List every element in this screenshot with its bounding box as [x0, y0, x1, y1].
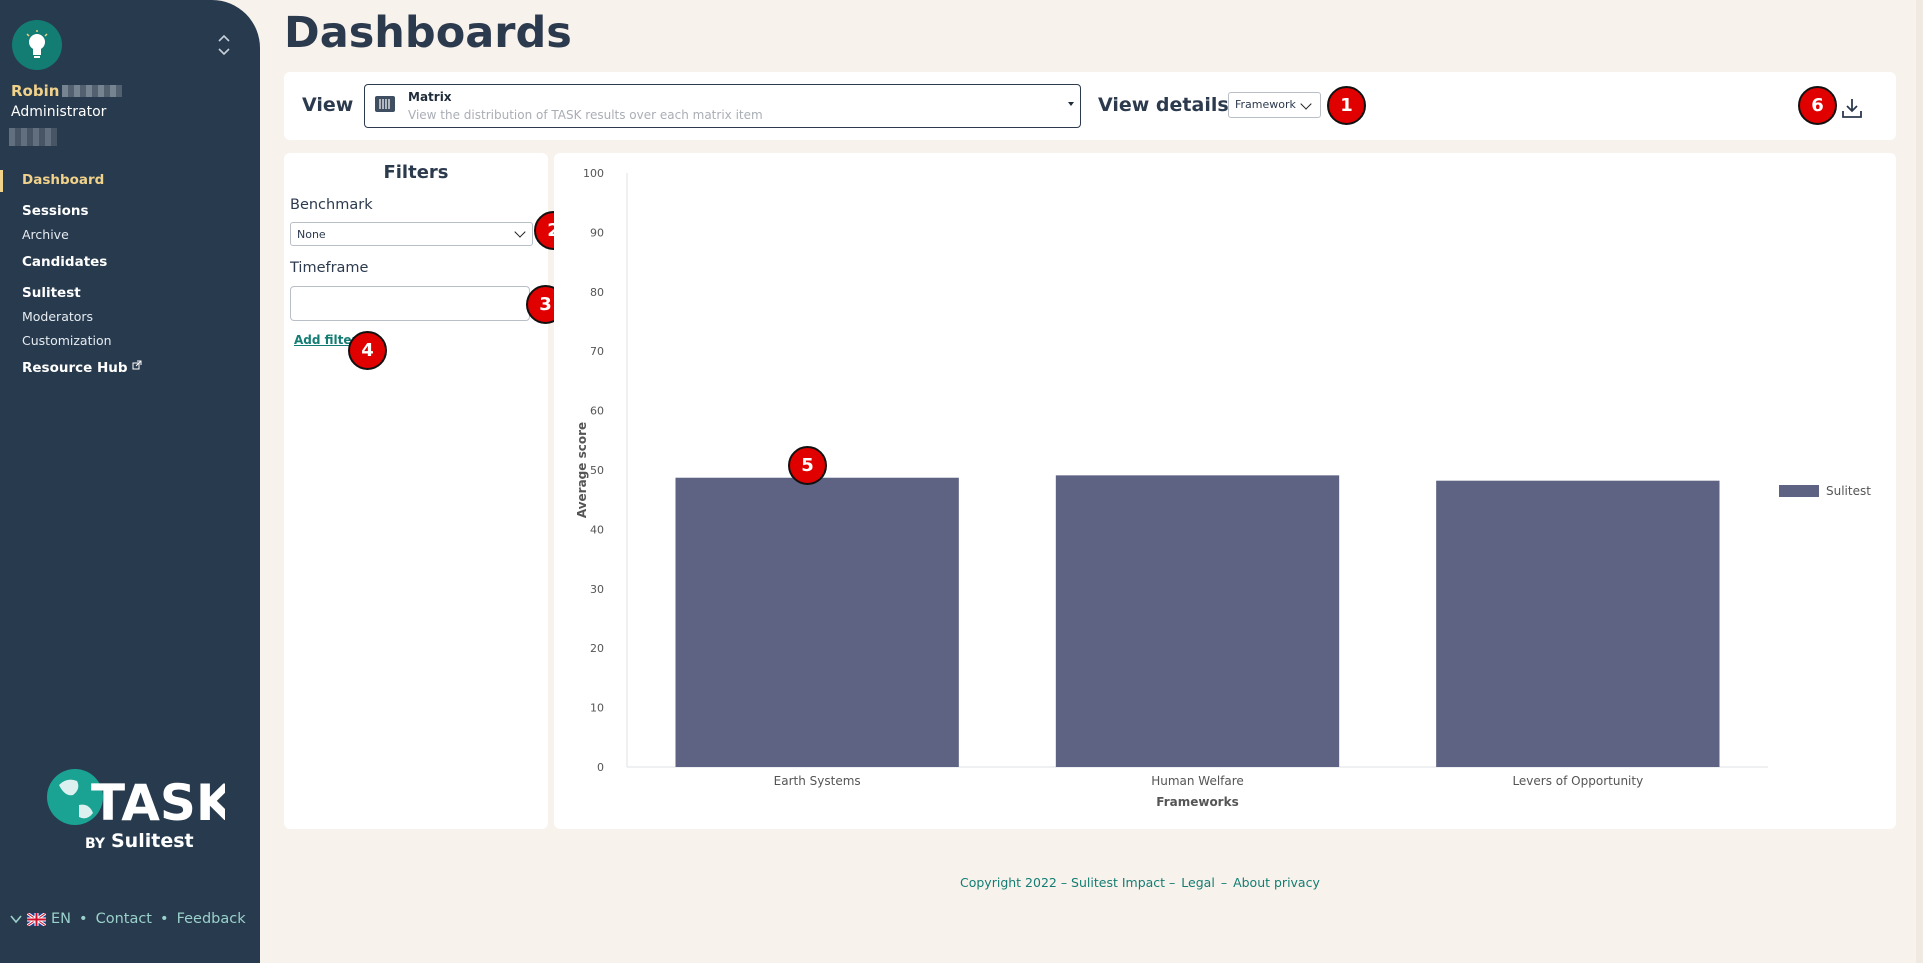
annotation-marker-1: 1 [1327, 86, 1366, 125]
avatar[interactable] [12, 20, 62, 70]
y-tick-label: 70 [590, 345, 604, 358]
privacy-link[interactable]: About privacy [1233, 875, 1320, 890]
sidebar-item-sulitest[interactable]: Sulitest [22, 285, 81, 301]
footer-separator: • [160, 911, 169, 927]
redacted-info [9, 128, 57, 146]
sidebar-item-moderators[interactable]: Moderators [22, 309, 94, 324]
contact-link[interactable]: Contact [95, 911, 152, 927]
task-logo: TASK BY Sulitest [45, 765, 237, 855]
sidebar-item-candidates[interactable]: Candidates [22, 254, 108, 270]
timeframe-input[interactable] [290, 286, 530, 321]
view-select-value: Matrix [408, 90, 452, 104]
y-tick-label: 80 [590, 286, 604, 299]
bar-2 [1055, 475, 1340, 767]
y-tick-label: 50 [590, 464, 604, 477]
resource-hub-label: Resource Hub [22, 360, 128, 376]
view-details-label: View details [1098, 94, 1229, 116]
page-footer: Copyright 2022 – Sulitest Impact – Legal… [960, 875, 1320, 890]
download-icon [1842, 99, 1862, 118]
bar-chart: 0 10 20 30 40 50 60 70 80 90 100 Earth Systems Human… [575, 167, 1871, 809]
logo-by: BY [85, 836, 106, 852]
footer-dash: – [1220, 875, 1228, 890]
view-details-select[interactable]: Framework [1228, 92, 1321, 118]
user-role: Administrator [11, 104, 107, 120]
view-select-description: View the distribution of TASK results ov… [408, 108, 763, 122]
sidebar-item-archive[interactable]: Archive [22, 227, 69, 242]
x-tick-label: Levers of Opportunity [1512, 774, 1643, 788]
filters-panel: Filters Benchmark None 2 Timeframe 3 Add… [284, 153, 573, 829]
add-filter-link[interactable]: Add filter [294, 333, 358, 347]
external-link-icon [132, 360, 142, 370]
y-tick-label: 20 [590, 642, 604, 655]
y-tick-label: 60 [590, 405, 604, 418]
matrix-icon [375, 96, 395, 112]
page-title: Dashboards [284, 8, 572, 58]
logo-brand: Sulitest [111, 830, 194, 852]
annotation-marker-5: 5 [788, 446, 827, 485]
caret-down-icon [1068, 102, 1074, 106]
y-tick-label: 100 [583, 167, 604, 180]
legend-label: Sulitest [1826, 484, 1871, 498]
x-tick-label: Human Welfare [1151, 774, 1244, 788]
chevron-up-down-icon [218, 34, 230, 56]
filters-title: Filters [383, 162, 449, 183]
y-tick-label: 30 [590, 583, 604, 596]
chart-panel: 0 10 20 30 40 50 60 70 80 90 100 Earth Systems Human… [554, 153, 1896, 829]
timeframe-label: Timeframe [290, 260, 369, 276]
sidebar-footer: EN • Contact • Feedback [10, 911, 246, 927]
legend-swatch [1779, 485, 1819, 497]
sidebar-item-resource-hub[interactable]: Resource Hub [0, 360, 260, 376]
feedback-link[interactable]: Feedback [176, 911, 246, 927]
benchmark-select[interactable]: None [290, 222, 533, 246]
page-scrollbar[interactable] [1916, 0, 1923, 963]
y-tick-label: 40 [590, 523, 604, 536]
sidebar-item-dashboard[interactable]: Dashboard [0, 170, 260, 192]
language-selector[interactable]: EN [10, 911, 71, 927]
benchmark-value: None [297, 228, 326, 241]
legal-link[interactable]: Legal [1181, 875, 1215, 890]
language-label: EN [51, 911, 72, 927]
logo-word: TASK [91, 774, 225, 832]
copyright-text: Copyright 2022 – Sulitest Impact – [960, 875, 1176, 890]
chevron-down-icon [10, 915, 22, 924]
user-name: Robin [11, 82, 60, 100]
sidebar: Robin Administrator Dashboard Sessions A… [0, 0, 260, 963]
y-tick-label: 10 [590, 702, 604, 715]
sidebar-item-sessions[interactable]: Sessions [22, 203, 89, 219]
bar-1 [675, 477, 959, 767]
globe-logo-icon: TASK BY Sulitest [47, 769, 237, 852]
y-tick-label: 90 [590, 226, 604, 239]
uk-flag-icon [27, 912, 46, 926]
view-label: View [302, 94, 354, 116]
sidebar-nav: Dashboard Sessions Archive Candidates Su… [0, 170, 260, 376]
y-tick-label: 0 [597, 761, 604, 774]
chevron-down-icon [514, 226, 526, 238]
bar-3 [1436, 480, 1720, 767]
sidebar-item-customization[interactable]: Customization [22, 333, 112, 348]
benchmark-label: Benchmark [290, 197, 373, 213]
annotation-marker-6: 6 [1798, 86, 1837, 125]
annotation-marker-4: 4 [348, 331, 387, 370]
chevron-down-icon [1300, 98, 1312, 110]
redacted-surname [62, 85, 122, 97]
y-axis-title: Average score [575, 422, 589, 518]
view-select[interactable]: Matrix View the distribution of TASK res… [364, 84, 1081, 128]
view-details-value: Framework [1235, 98, 1296, 111]
x-tick-label: Earth Systems [774, 774, 861, 788]
footer-separator: • [79, 911, 88, 927]
lightbulb-icon [26, 30, 48, 58]
x-axis-title: Frameworks [1156, 795, 1238, 809]
download-button[interactable] [1840, 96, 1864, 120]
account-switcher[interactable] [214, 30, 234, 60]
view-toolbar: View Matrix View the distribution of TAS… [284, 72, 1896, 140]
